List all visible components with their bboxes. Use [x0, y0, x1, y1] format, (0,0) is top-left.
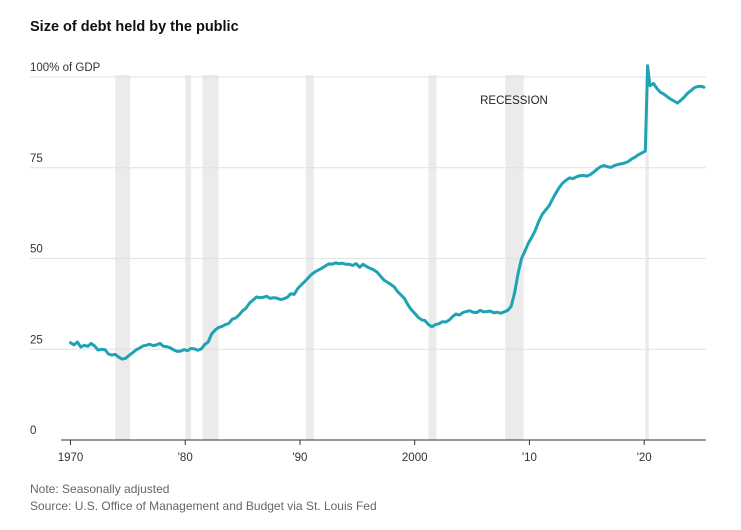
recession-band: [185, 75, 191, 440]
recession-band: [645, 75, 649, 440]
chart-title: Size of debt held by the public: [30, 19, 239, 35]
recession-band: [428, 75, 437, 440]
y-tick-label: 25: [30, 334, 43, 346]
y-tick-label: 50: [30, 244, 43, 256]
y-axis-labels: 0 25 50 75 100% of GDP: [30, 62, 101, 437]
x-tick-label: 1970: [58, 452, 84, 464]
recession-label: RECESSION: [480, 95, 548, 107]
x-tick-label: 2000: [402, 452, 428, 464]
chart-note: Note: Seasonally adjusted: [30, 482, 170, 496]
y-tick-label: 100% of GDP: [30, 62, 101, 74]
recession-band: [202, 75, 219, 440]
x-tick-label: '20: [637, 452, 652, 464]
x-tick-label: '90: [292, 452, 307, 464]
debt-series-line: [69, 64, 706, 361]
gridlines: [30, 76, 706, 350]
recession-bands: [115, 75, 649, 440]
recession-band: [115, 75, 131, 440]
x-axis-ticks: 1970 '80 '90 2000 '10 '20: [58, 440, 652, 464]
x-tick-label: '10: [522, 452, 537, 464]
y-tick-label: 75: [30, 153, 43, 165]
x-tick-label: '80: [178, 452, 193, 464]
chart-source: Source: U.S. Office of Management and Bu…: [30, 499, 377, 513]
recession-band: [305, 75, 314, 440]
y-tick-label: 0: [30, 425, 36, 437]
